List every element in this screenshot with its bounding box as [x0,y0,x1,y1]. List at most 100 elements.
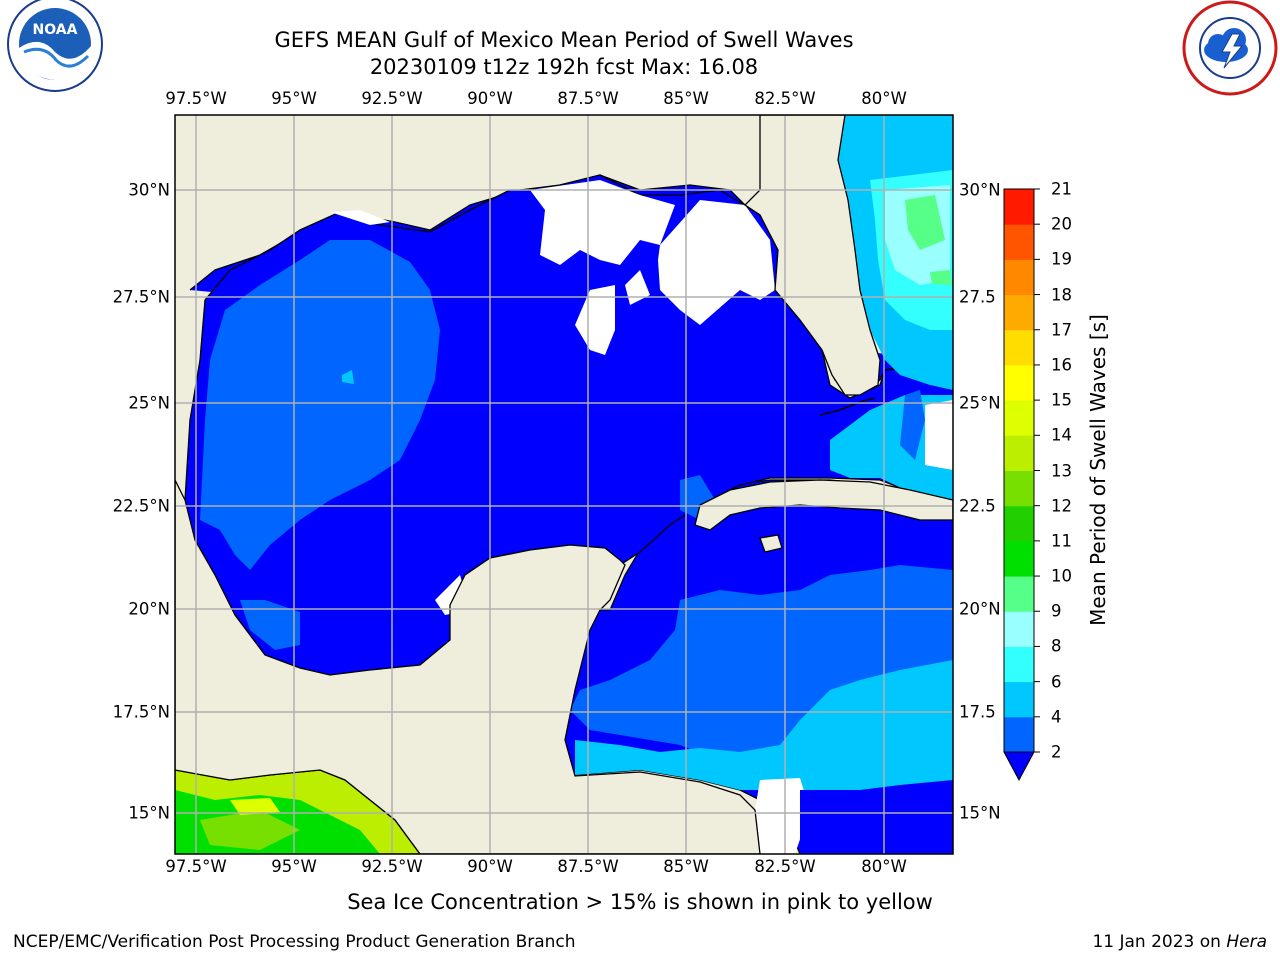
colorbar-segment [1004,259,1034,296]
florida-keys [819,397,876,416]
national-weather-service-logo [1182,0,1278,96]
map-frame [174,114,954,855]
lon-label-top: 82.5°W [754,89,816,108]
swell-2-4-west-2 [240,600,300,650]
colorbar-tick-label: 19 [1051,249,1072,269]
no-data-north [530,180,675,265]
colorbar-tick-label: 8 [1051,636,1062,656]
lat-label-left: 25°N [128,393,170,413]
colorbar-tick-label: 2 [1051,742,1062,762]
colorbar-tick-label: 4 [1051,707,1062,727]
swell-under2-caribbean [800,790,953,854]
colorbar-segment [1004,400,1034,436]
colorbar-tick-label: 10 [1051,566,1072,586]
colorbar-tick-label: 18 [1051,285,1072,305]
colorbar-segment [1004,505,1034,542]
lon-label-bottom: 85°W [663,857,709,876]
producer-credit: NCEP/EMC/Verification Post Processing Pr… [13,932,576,952]
lon-label-bottom: 87.5°W [557,857,619,876]
lon-label-bottom: 80°W [861,857,907,876]
colorbar-tick-label: 21 [1051,179,1072,199]
lon-label-top: 92.5°W [361,89,423,108]
colorbar-tick-label: 14 [1051,425,1072,445]
map-title: GEFS MEAN Gulf of Mexico Mean Period of … [274,28,854,52]
lat-label-right: 17.5 [959,702,996,722]
colorbar-segment [1004,329,1034,366]
no-data-nwgulf [330,210,390,225]
lon-label-top: 90°W [467,89,513,108]
swell-9-10-atlantic [905,195,945,250]
lat-label-left: 30°N [128,180,170,200]
colorbar-segment [1004,189,1034,225]
colorbar-tick-label: 9 [1051,601,1062,621]
noaa-logo: NOAA [7,0,103,92]
colorbar-tick-label: 20 [1051,214,1072,234]
lat-label-left: 17.5°N [112,702,170,722]
lat-label-right: 27.5 [959,287,996,307]
swell-4-6-spot [342,370,354,384]
sea-ice-caption: Sea Ice Concentration > 15% is shown in … [347,890,933,914]
lat-label-left: 27.5°N [112,287,170,307]
colorbar-tick-label: 17 [1051,320,1072,340]
colorbar-tick-label: 15 [1051,390,1072,410]
host-name: Hera [1226,932,1267,952]
lon-label-bottom: 82.5°W [754,857,816,876]
colorbar-segment [1004,224,1034,260]
cuba-island [694,479,953,531]
colorbar-segment [1004,540,1034,577]
colorbar-segment [1004,576,1034,612]
isle-of-youth [759,534,783,553]
map-subtitle: 20230109 t12z 192h fcst Max: 16.08 [369,55,759,79]
lon-label-top: 80°W [861,89,907,108]
colorbar-segment [1004,470,1034,507]
lon-label-bottom: 97.5°W [165,857,227,876]
colorbar-segment [1004,294,1034,331]
no-data-caribbean [755,778,810,854]
swell-4-6-caribbean [575,660,953,800]
colorbar-segment [1004,716,1034,753]
colorbar-segment [1004,681,1034,718]
lon-label-top: 87.5°W [557,89,619,108]
no-data-center [575,285,615,355]
colorbar-segment [1004,435,1034,471]
lat-label-right: 22.5 [959,496,996,516]
lon-label-bottom: 90°W [467,857,513,876]
lon-label-bottom: 92.5°W [361,857,423,876]
florida-peninsula [743,115,881,396]
colorbar-segment [1004,364,1034,401]
no-data-straits [925,400,953,470]
lat-label-left: 15°N [128,803,170,823]
lon-label-top: 95°W [271,89,317,108]
colorbar-segment [1004,646,1034,683]
lat-label-right: 25°N [959,393,1001,413]
swell-12-13-pacific [200,810,300,850]
swell-9-10-atlantic-2 [930,270,952,285]
swell-2-4-straits [900,390,925,460]
generation-date-text: 11 Jan 2023 on [1092,932,1227,952]
no-data-east [658,200,775,325]
colorbar-tick-label: 6 [1051,672,1062,692]
lon-label-bottom: 95°W [271,857,317,876]
central-america [175,479,761,854]
lat-label-right: 15°N [959,803,1001,823]
colorbar [1003,188,1040,782]
colorbar-tick-label: 13 [1051,461,1072,480]
colorbar-tick-label: 16 [1051,355,1072,375]
svg-text:NOAA: NOAA [33,22,78,38]
colorbar-title: Mean Period of Swell Waves [s] [1086,314,1110,626]
graticule [175,115,953,854]
colorbar-tick-label: 12 [1051,496,1072,516]
lat-label-right: 20°N [959,599,1001,619]
colorbar-under-triangle [1003,751,1035,782]
colorbar-tick-label: 11 [1051,531,1072,551]
generation-date: 11 Jan 2023 on Hera [1092,932,1267,952]
colorbar-segment [1004,611,1034,647]
swell-2-4-west [200,240,440,570]
lat-label-left: 20°N [128,599,170,619]
lat-label-right: 30°N [959,180,1001,200]
lat-label-left: 22.5°N [112,496,170,516]
lon-label-top: 85°W [663,89,709,108]
swell-13-14-pacific [230,798,280,815]
lon-label-top: 97.5°W [165,89,227,108]
